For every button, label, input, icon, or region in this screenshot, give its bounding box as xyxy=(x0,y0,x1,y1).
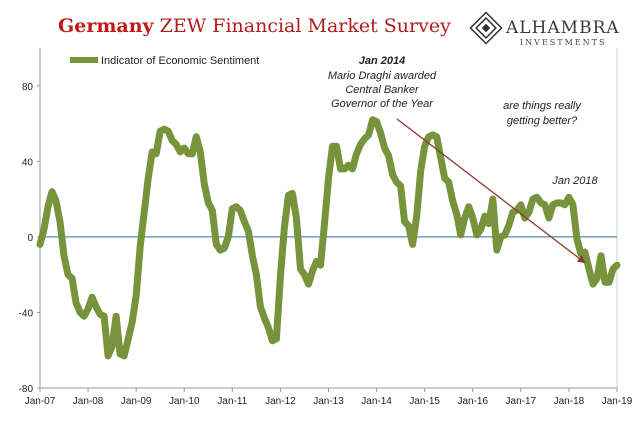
x-tick-label: Jan-08 xyxy=(73,396,104,407)
title-country: Germany xyxy=(58,15,155,37)
y-tick-label: 80 xyxy=(22,82,34,93)
logo-name: ALHAMBRA xyxy=(505,18,620,38)
annotation-question-line1: are things really xyxy=(503,100,582,112)
annotation-draghi: Mario Draghi awarded xyxy=(328,70,437,82)
legend-label: Indicator of Economic Sentiment xyxy=(101,55,259,67)
x-tick-label: Jan-17 xyxy=(506,396,537,407)
y-tick-label: 40 xyxy=(22,157,34,168)
annotation-jan-2018: Jan 2018 xyxy=(551,175,598,187)
x-tick-label: Jan-19 xyxy=(602,396,633,407)
chart-title: Germany ZEW Financial Market Survey xyxy=(58,15,451,37)
series-line-economic-sentiment xyxy=(36,116,621,360)
x-tick-label: Jan-16 xyxy=(457,396,488,407)
annotation-jan-2014-title: Jan 2014 xyxy=(359,55,405,67)
logo-sub: INVESTMENTS xyxy=(520,38,606,47)
x-tick-label: Jan-14 xyxy=(361,396,392,407)
y-tick-label: 0 xyxy=(27,233,33,244)
title-rest: ZEW Financial Market Survey xyxy=(154,15,452,37)
annotation-question: are things really getting better? xyxy=(503,100,582,127)
x-tick-label: Jan-13 xyxy=(313,396,344,407)
y-tick-label: -80 xyxy=(19,384,34,395)
x-tick-label: Jan-18 xyxy=(554,396,585,407)
x-tick-label: Jan-15 xyxy=(409,396,440,407)
legend: Indicator of Economic Sentiment xyxy=(70,55,259,67)
logo-emblem-icon xyxy=(469,11,503,45)
x-tick-labels: Jan-07 Jan-08 Jan-09 Jan-10 Jan-11 Jan-12 Jan-… xyxy=(25,388,633,407)
annotation-governor: Governor of the Year xyxy=(331,98,434,110)
x-tick-label: Jan-11 xyxy=(217,396,247,407)
x-tick-label: Jan-10 xyxy=(169,396,200,407)
alhambra-logo: ALHAMBRA INVESTMENTS xyxy=(469,11,620,47)
y-tick-label: -40 xyxy=(19,308,34,319)
annotation-question-line2: getting better? xyxy=(507,115,578,127)
trend-arrow xyxy=(396,118,586,264)
annotation-jan-2014: Jan 2014 Mario Draghi awarded Central Ba… xyxy=(328,55,437,110)
annotation-central-banker: Central Banker xyxy=(345,84,420,96)
x-tick-label: Jan-12 xyxy=(265,396,296,407)
y-tick-labels: -80 -40 0 40 80 xyxy=(19,82,40,395)
x-tick-label: Jan-09 xyxy=(121,396,152,407)
x-tick-label: Jan-07 xyxy=(25,396,56,407)
